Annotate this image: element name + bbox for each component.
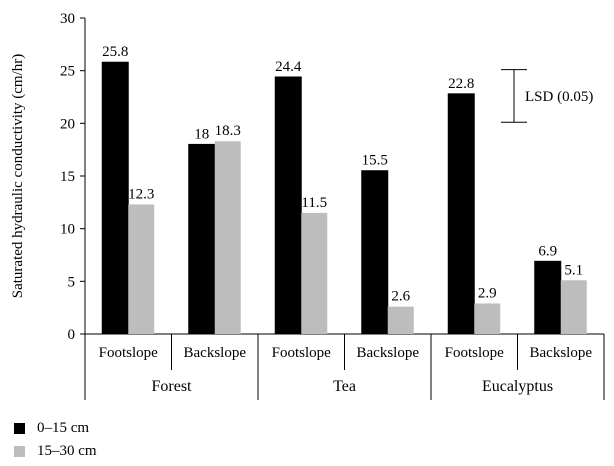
category-labels: Footslope Backslope Footslope Backslope Foot… — [99, 345, 593, 395]
bar-series-1-backslope-4 — [361, 170, 389, 335]
y-tick-label: 25 — [60, 64, 75, 80]
bar-series-1-backslope-2 — [188, 143, 216, 335]
bar-series-1-backslope-6 — [534, 260, 562, 335]
lsd-annotation: LSD (0.05) — [501, 69, 593, 123]
data-label: 6.9 — [538, 243, 557, 259]
data-label: 18 — [194, 126, 209, 142]
group-label: Forest — [152, 378, 193, 395]
data-label: 12.3 — [128, 186, 154, 202]
bar-series-1-footslope-5 — [447, 93, 475, 335]
data-label: 22.8 — [448, 76, 474, 92]
bar-series-2-backslope-2 — [214, 141, 241, 334]
y-tick-label: 5 — [68, 274, 76, 290]
lsd-label: LSD (0.05) — [525, 89, 593, 105]
category-label: Backslope — [530, 345, 593, 361]
y-tick-label: 30 — [60, 11, 75, 27]
axes: 0 5 10 15 20 25 30 Saturated hydraulic conducti… — [10, 11, 605, 400]
legend-label-series-1: 0–15 cm — [37, 420, 90, 436]
category-label: Footslope — [99, 345, 159, 361]
category-label: Footslope — [445, 345, 505, 361]
legend-swatch-series-2 — [14, 446, 25, 457]
bars — [101, 61, 587, 335]
bar-series-2-footslope-3 — [301, 212, 328, 334]
legend-item-series-1: 0–15 cm — [10, 420, 89, 437]
bar-series-1-footslope-1 — [101, 61, 129, 335]
y-tick-label: 0 — [68, 327, 76, 343]
legend-label-series-2: 15–30 cm — [37, 443, 97, 459]
bar-series-2-backslope-6 — [560, 280, 587, 334]
bar-series-2-backslope-4 — [387, 306, 414, 334]
legend-item-series-2: 15–30 cm — [10, 443, 97, 460]
data-label: 24.4 — [275, 59, 302, 75]
category-label: Footslope — [272, 345, 332, 361]
y-tick-label: 20 — [60, 116, 75, 132]
data-label: 25.8 — [102, 44, 128, 60]
category-label: Backslope — [357, 345, 420, 361]
data-label: 15.5 — [362, 153, 388, 169]
bar-series-1-footslope-3 — [274, 76, 302, 335]
group-label: Tea — [333, 378, 356, 395]
bar-series-2-footslope-1 — [128, 204, 155, 334]
bar-chart: 0 5 10 15 20 25 30 Saturated hydraulic conducti… — [10, 11, 605, 400]
group-label: Eucalyptus — [482, 378, 553, 395]
data-label: 18.3 — [215, 123, 241, 139]
category-label: Backslope — [184, 345, 247, 361]
y-tick-label: 10 — [60, 222, 75, 238]
y-axis-title: Saturated hydraulic conductivity (cm/hr) — [10, 54, 26, 299]
data-label: 2.9 — [478, 285, 497, 301]
data-label: 11.5 — [301, 195, 327, 211]
data-label: 5.1 — [564, 262, 583, 278]
data-labels: 25.8 18 24.4 15.5 22.8 6.9 12.3 18.3 11.5 2.6 2.9 5… — [102, 44, 583, 304]
y-tick-label: 15 — [60, 169, 75, 185]
legend-swatch-series-1 — [14, 423, 25, 434]
bar-series-2-footslope-5 — [474, 303, 501, 334]
data-label: 2.6 — [391, 289, 410, 305]
